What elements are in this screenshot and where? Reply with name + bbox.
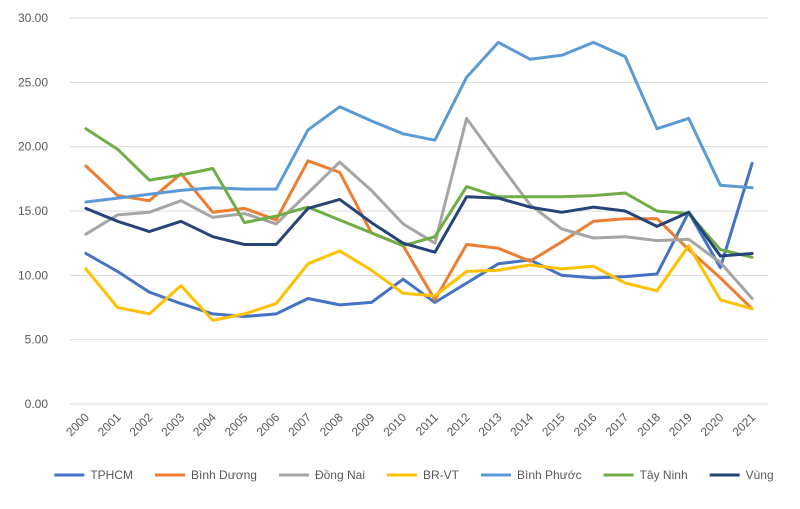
y-tick-label: 0.00 (25, 397, 49, 411)
legend-item: Đồng Nai (278, 468, 365, 482)
y-tick-label: 5.00 (25, 333, 49, 347)
series-line-BR-VT (84, 244, 754, 322)
x-tick-label: 2018 (634, 410, 663, 439)
x-tick-label: 2013 (476, 410, 505, 439)
legend-label: Vùng (746, 468, 774, 482)
x-tick-label: 2020 (698, 410, 727, 439)
legend-item: Vùng (709, 468, 774, 482)
x-tick-label: 2016 (571, 410, 600, 439)
x-tick-label: 2015 (539, 410, 568, 439)
x-tick-label: 2012 (444, 410, 473, 439)
legend-label: Đồng Nai (315, 468, 365, 482)
legend-item: Tây Ninh (603, 468, 688, 482)
series-line-Đồng Nai (84, 116, 754, 300)
legend-label: TPHCM (90, 468, 133, 482)
legend-label: Tây Ninh (640, 468, 688, 482)
legend: TPHCM Bình Dương Đồng Nai BR-VT Bình Phước Tâ… (54, 468, 774, 482)
x-tick-label: 2021 (729, 410, 758, 439)
series-line-TPHCM (84, 161, 754, 318)
x-tick-label: 2000 (63, 410, 92, 439)
x-axis-ticks: 2000 2001 2002 2003 2004 2005 2006 2007 2008 2009… (63, 410, 758, 439)
x-tick-label: 2008 (317, 410, 346, 439)
y-axis-ticks: 0.00 5.00 10.00 15.00 20.00 25.00 30.00 (18, 11, 48, 411)
y-tick-label: 25.00 (18, 75, 48, 89)
series-line-Vùng (84, 195, 754, 258)
x-tick-label: 2009 (349, 410, 378, 439)
x-tick-label: 2003 (158, 410, 187, 439)
legend-label: BR-VT (423, 468, 460, 482)
legend-item: Bình Dương (155, 468, 257, 482)
x-tick-label: 2017 (603, 410, 632, 439)
x-tick-label: 2002 (127, 410, 156, 439)
y-tick-label: 10.00 (18, 268, 48, 282)
y-tick-label: 30.00 (18, 11, 48, 25)
x-tick-label: 2005 (222, 410, 251, 439)
series-line-Bình Phước (84, 40, 754, 204)
x-tick-label: 2010 (380, 410, 409, 439)
legend-item: BR-VT (386, 468, 460, 482)
x-tick-label: 2001 (95, 410, 124, 439)
series-lines (84, 40, 754, 322)
x-tick-label: 2006 (254, 410, 283, 439)
x-tick-label: 2007 (285, 410, 314, 439)
y-tick-label: 20.00 (18, 140, 48, 154)
legend-item: TPHCM (54, 468, 133, 482)
x-tick-label: 2011 (413, 410, 441, 438)
x-tick-label: 2004 (190, 410, 219, 439)
x-tick-label: 2014 (507, 410, 536, 439)
legend-item: Bình Phước (480, 468, 582, 482)
series-line-Tây Ninh (84, 127, 754, 259)
y-tick-label: 15.00 (18, 204, 48, 218)
legend-label: Bình Dương (191, 468, 257, 482)
x-tick-label: 2019 (666, 410, 695, 439)
legend-label: Bình Phước (517, 468, 582, 482)
